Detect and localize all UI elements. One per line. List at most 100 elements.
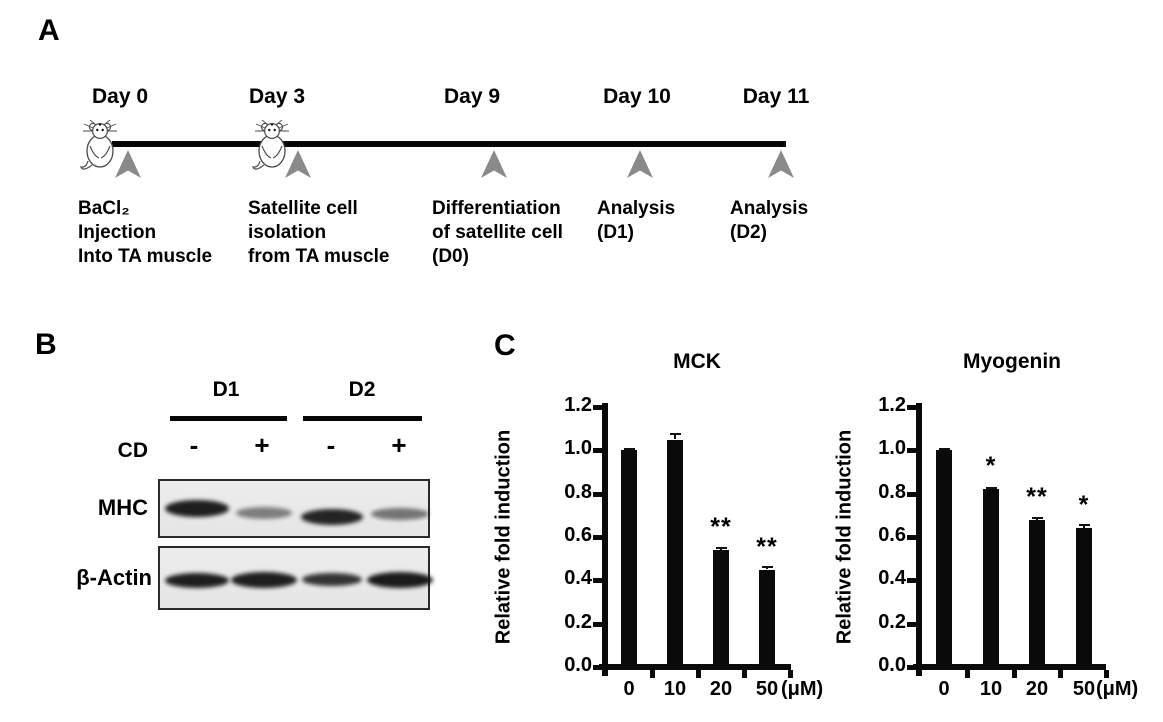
error-bar-line [674,434,676,440]
timeline-event-description-line: isolation [248,222,327,243]
chart-title: Myogenin [963,350,1061,373]
timeline-arrowhead-icon [627,150,653,178]
bar [1076,528,1092,669]
timeline-event-description-line: Differentiation [432,198,561,219]
blot-image [158,546,433,610]
x-axis-unit-label: (μM) [1096,678,1139,700]
y-tick-label: 1.2 [564,394,592,416]
y-axis-tick [593,535,602,540]
mouse-icon [79,119,121,172]
mouse-icon [251,119,293,172]
bar [1029,519,1045,669]
error-bar-cap [715,546,727,549]
timeline-event-description-line: BaCl₂ [78,198,130,219]
y-tick-label: 0.8 [878,480,906,503]
y-axis-tick [907,621,916,627]
lane-condition-label: - [326,430,336,460]
blot-row-label: MHC [97,495,148,520]
error-bar-cap [938,448,950,451]
error-bar-cap [1031,516,1043,519]
blot-band [231,572,297,588]
significance-label: ** [710,513,732,541]
blot-band [165,572,229,588]
y-tick-label: 0.0 [564,654,592,676]
error-bar-cap [669,433,681,436]
blot-band [236,507,292,519]
bar [936,450,952,669]
panel-a-label: A [38,14,60,47]
blot-band [165,499,229,517]
timeline-event-description: Satellite cell isolation from TA muscle [248,197,389,269]
error-bar-line [720,547,722,550]
y-tick-label: 0.4 [564,567,592,590]
error-bar-line [1083,525,1085,529]
x-axis-tick [1058,670,1063,678]
timeline-event-description-line: Analysis [730,198,809,219]
timeline-day-label: Day 9 [443,85,501,108]
y-tick-label: 0.8 [564,480,592,503]
blot-group-label: D2 [348,378,376,401]
y-axis-tick [907,535,916,540]
blot-band [301,509,363,525]
timeline-event-description-line: from TA muscle [248,246,390,267]
error-bar-cap [623,448,635,451]
y-tick-label: 0.4 [878,567,906,590]
lane-condition-label: + [254,430,270,460]
x-axis-line [599,664,791,670]
timeline-day-label: Day 3 [248,85,306,108]
blot-band [371,508,429,520]
timeline-event-description: Analysis (D1) [597,197,675,245]
blot-row-label: β-Actin [76,565,152,590]
timeline-arrowhead-icon [481,150,507,178]
y-axis-tick [593,578,602,584]
y-tick-label: 0.0 [878,654,906,676]
treatment-label: CD [117,439,148,462]
error-bar-cap [761,566,773,569]
y-axis-tick [907,405,916,410]
x-axis-tick [650,670,655,678]
x-category-label: 50 [1072,678,1096,700]
y-tick-label: 0.2 [878,610,906,633]
y-axis-tick [593,621,602,627]
timeline-event-description: Analysis (D2) [730,197,808,245]
timeline-event-description: BaCl₂ Injection Into TA muscle [78,197,212,269]
timeline-day-label: Day 0 [91,85,149,108]
bar [713,550,729,669]
x-category-label: 0 [938,678,950,700]
y-axis-tick [593,448,602,454]
bar [983,489,999,669]
x-category-label: 50 [755,678,779,700]
x-category-label: 10 [663,678,687,700]
y-tick-label: 1.0 [564,437,592,460]
y-tick-label: 1.0 [878,437,906,460]
x-axis-tick [1104,670,1109,678]
x-axis-tick [696,670,701,678]
panel-b-label: B [35,328,57,361]
blot-group-label: D1 [212,378,240,401]
x-axis-line [913,664,1106,670]
y-axis-line [602,403,608,676]
timeline-event-description-line: of satellite cell [432,222,563,243]
x-axis-unit-label: (μM) [781,678,824,700]
x-axis-tick [788,670,793,678]
x-category-label: 20 [1025,678,1049,700]
y-axis-line [916,403,922,676]
y-axis-tick [907,665,916,670]
timeline-event-description-line: (D1) [597,222,634,243]
timeline-arrowhead-icon [285,150,311,178]
timeline-day-label: Day 10 [603,85,671,108]
blot-band [367,572,433,588]
timeline-arrowhead-icon [115,150,141,178]
blot-image [158,479,430,538]
x-axis-tick [965,670,970,678]
significance-label: ** [1026,482,1048,511]
x-category-label: 20 [709,678,733,700]
error-bar-cap [1078,524,1090,527]
lane-condition-label: + [391,430,407,460]
y-tick-label: 0.2 [564,610,592,633]
error-bar-cap [985,486,997,489]
timeline-event-description-line: (D2) [730,222,767,243]
significance-label: * [985,452,997,481]
y-axis-tick [593,665,602,670]
